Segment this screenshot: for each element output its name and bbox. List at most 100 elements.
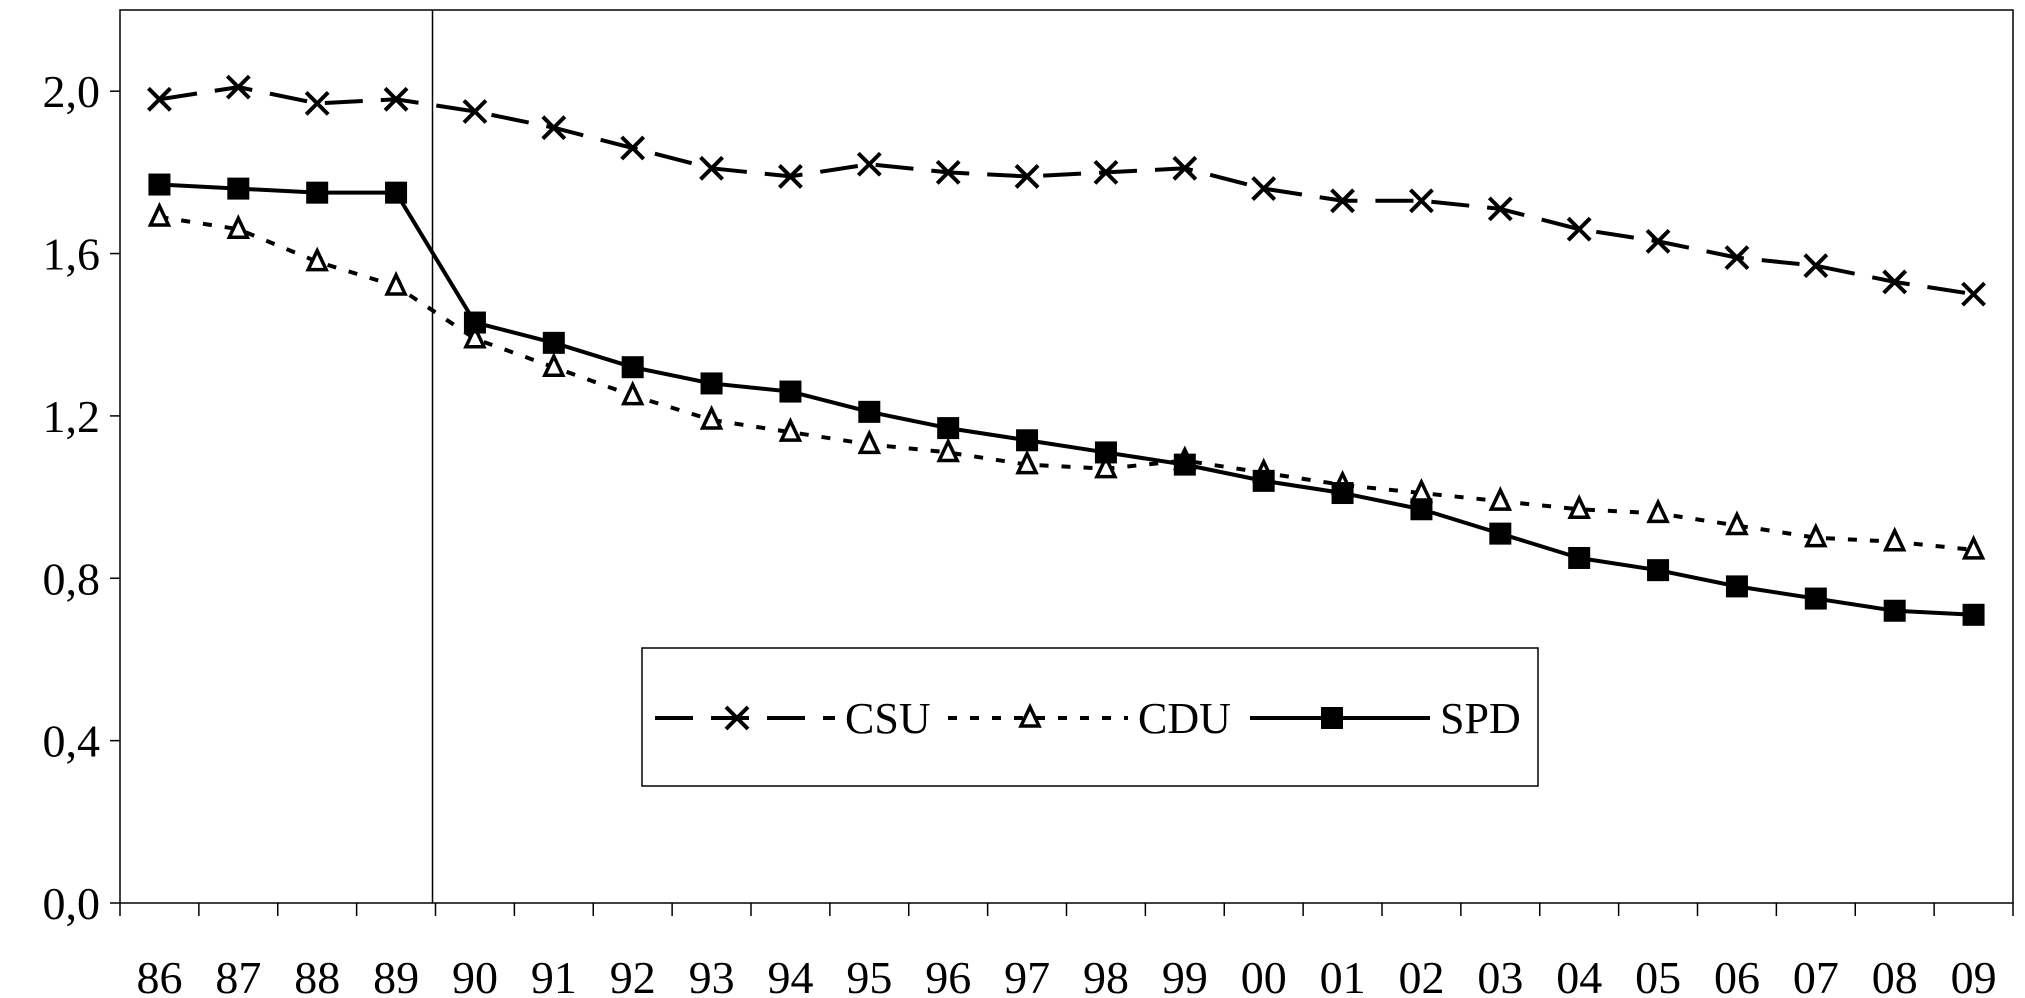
data-point-spd bbox=[858, 400, 881, 423]
y-tick-label: 0,4 bbox=[43, 716, 101, 767]
data-point-spd bbox=[1331, 482, 1354, 505]
data-point-spd bbox=[937, 417, 960, 440]
data-point-csu bbox=[935, 159, 961, 185]
data-point-cdu bbox=[620, 380, 645, 406]
legend-label: SPD bbox=[1440, 694, 1521, 743]
data-point-csu bbox=[1409, 188, 1434, 214]
data-point-spd bbox=[1962, 603, 1985, 626]
series-spd bbox=[148, 173, 1985, 626]
data-point-spd bbox=[1016, 429, 1039, 452]
x-tick-label: 86 bbox=[136, 952, 182, 998]
x-tick-label: 97 bbox=[1004, 952, 1050, 998]
data-point-cdu bbox=[1015, 449, 1039, 475]
data-point-cdu bbox=[1961, 534, 1986, 560]
data-point-csu bbox=[1724, 245, 1750, 271]
data-point-cdu bbox=[699, 404, 724, 430]
data-point-csu bbox=[1014, 164, 1040, 189]
series-line-csu bbox=[159, 85, 1974, 297]
data-point-cdu bbox=[1725, 510, 1749, 536]
x-tick-label: 99 bbox=[1162, 952, 1208, 998]
data-point-cdu bbox=[857, 429, 882, 455]
x-tick-label: 08 bbox=[1872, 952, 1918, 998]
data-point-cdu bbox=[147, 201, 172, 227]
data-point-csu bbox=[541, 115, 567, 141]
data-point-cdu bbox=[1804, 522, 1828, 548]
x-tick-label: 03 bbox=[1477, 952, 1523, 998]
x-tick-label: 91 bbox=[531, 952, 577, 998]
legend-item-csu: CSU bbox=[655, 694, 931, 743]
x-tick-label: 94 bbox=[767, 952, 813, 998]
data-point-spd bbox=[700, 372, 723, 395]
data-point-csu bbox=[1803, 253, 1829, 279]
legend-marker-csu bbox=[724, 705, 750, 731]
data-point-spd bbox=[1173, 453, 1196, 476]
data-point-csu bbox=[1882, 269, 1908, 295]
x-tick-label: 05 bbox=[1635, 952, 1681, 998]
data-point-cdu bbox=[226, 214, 251, 239]
data-point-cdu bbox=[1646, 498, 1670, 524]
data-point-cdu bbox=[778, 417, 803, 442]
data-point-csu bbox=[1330, 188, 1355, 214]
data-point-csu bbox=[856, 151, 882, 177]
y-axis: 0,0 0,4 0,8 1,2 1,6 2,0 bbox=[43, 66, 120, 929]
data-point-csu bbox=[147, 86, 172, 112]
data-point-csu bbox=[462, 99, 488, 124]
data-point-cdu bbox=[1094, 453, 1118, 479]
data-point-cdu bbox=[305, 246, 329, 272]
data-point-csu bbox=[620, 135, 646, 161]
data-point-cdu bbox=[1882, 526, 1907, 552]
series-layer bbox=[147, 74, 1986, 626]
x-tick-label: 93 bbox=[689, 952, 735, 998]
data-point-csu bbox=[1645, 228, 1671, 254]
legend-marker-cdu bbox=[1018, 702, 1042, 728]
data-point-spd bbox=[621, 356, 644, 379]
series-line-cdu bbox=[159, 215, 1974, 552]
data-point-csu bbox=[1961, 281, 1986, 307]
x-tick-label: 09 bbox=[1951, 952, 1997, 998]
x-tick-label: 87 bbox=[215, 952, 261, 998]
data-point-cdu bbox=[542, 352, 566, 377]
data-point-spd bbox=[1410, 498, 1433, 521]
series-csu bbox=[147, 74, 1986, 307]
data-point-spd bbox=[306, 181, 329, 204]
x-tick-label: 96 bbox=[925, 952, 971, 998]
data-point-cdu bbox=[1488, 486, 1513, 511]
legend: CSU CDU SPD bbox=[641, 647, 1539, 787]
x-tick-label: 88 bbox=[294, 952, 340, 998]
x-tick-label: 90 bbox=[452, 952, 498, 998]
data-point-spd bbox=[1883, 599, 1906, 622]
data-point-spd bbox=[1252, 469, 1275, 492]
data-point-spd bbox=[1489, 522, 1512, 545]
legend-item-spd: SPD bbox=[1250, 694, 1521, 743]
y-tick-label: 1,2 bbox=[43, 391, 101, 442]
data-point-csu bbox=[225, 74, 251, 100]
x-tick-label: 04 bbox=[1556, 952, 1602, 998]
data-point-spd bbox=[227, 177, 250, 200]
data-point-csu bbox=[699, 155, 724, 181]
data-point-cdu bbox=[936, 437, 960, 463]
data-point-spd bbox=[385, 181, 408, 204]
data-point-cdu bbox=[463, 323, 487, 349]
x-tick-label: 07 bbox=[1793, 952, 1839, 998]
x-tick-label: 00 bbox=[1241, 952, 1287, 998]
legend-label: CDU bbox=[1138, 694, 1231, 743]
data-point-csu bbox=[1093, 159, 1119, 185]
data-point-csu bbox=[304, 90, 330, 116]
x-tick-label: 06 bbox=[1714, 952, 1760, 998]
data-point-cdu bbox=[1567, 494, 1591, 520]
data-point-spd bbox=[779, 380, 802, 403]
data-point-spd bbox=[1647, 559, 1670, 582]
data-point-spd bbox=[1568, 546, 1591, 569]
y-tick-label: 0,8 bbox=[43, 553, 101, 604]
data-point-spd bbox=[463, 311, 486, 334]
data-point-spd bbox=[1725, 575, 1748, 598]
legend-label: CSU bbox=[845, 694, 931, 743]
data-point-cdu bbox=[384, 270, 408, 296]
y-tick-label: 0,0 bbox=[43, 878, 101, 929]
legend-marker-spd bbox=[1321, 707, 1343, 729]
x-tick-label: 95 bbox=[846, 952, 892, 998]
data-point-spd bbox=[1094, 441, 1117, 464]
data-point-csu bbox=[778, 164, 803, 189]
data-point-csu bbox=[1172, 155, 1198, 181]
